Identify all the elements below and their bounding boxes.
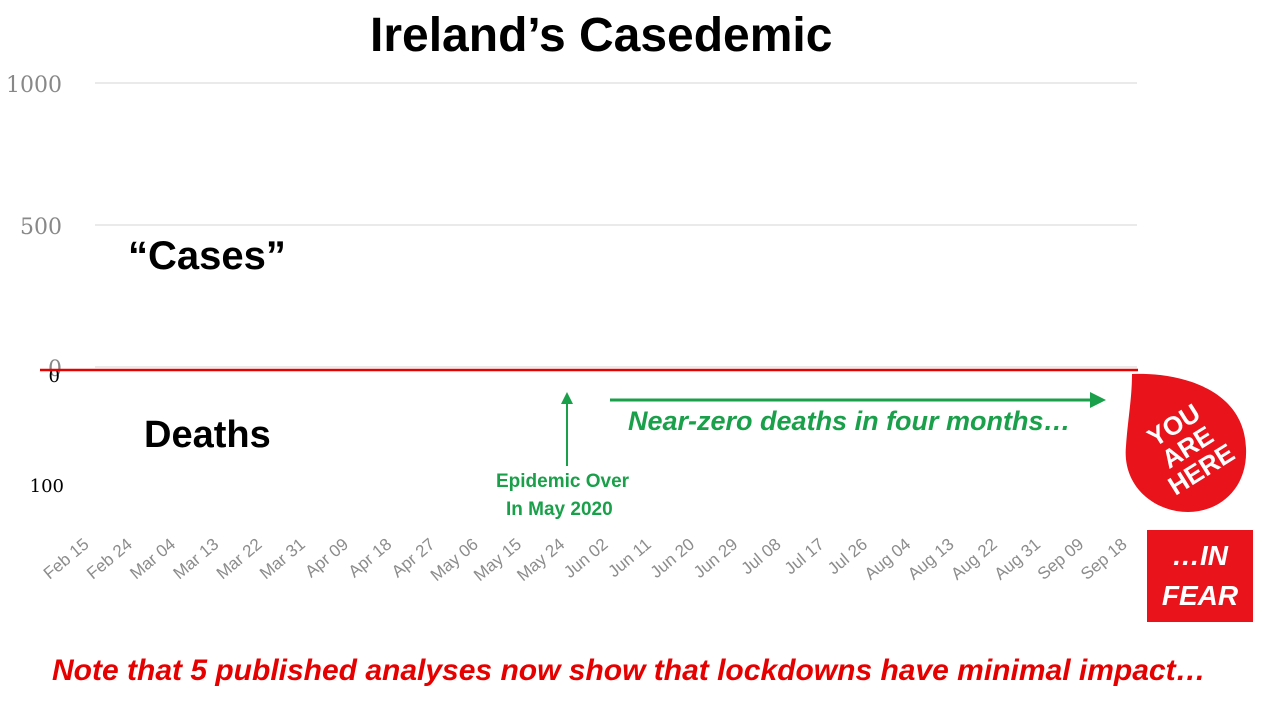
x-tick-label: May 06 xyxy=(427,535,482,585)
in-fear-line2: FEAR xyxy=(1161,580,1239,611)
x-tick-label: Sep 18 xyxy=(1077,535,1130,584)
cases-label: “Cases” xyxy=(128,234,286,278)
x-tick-label: Sep 09 xyxy=(1034,535,1087,584)
x-tick-label: Jun 11 xyxy=(604,535,654,582)
footnote: Note that 5 published analyses now show … xyxy=(52,654,1206,687)
near-zero-arrow xyxy=(610,392,1106,408)
x-tick-label: Jun 02 xyxy=(560,535,611,582)
x-tick-label: Jul 17 xyxy=(781,535,828,579)
x-tick-label: Aug 22 xyxy=(947,535,1000,584)
x-tick-label: Feb 15 xyxy=(40,535,93,584)
x-tick-label: Aug 31 xyxy=(991,535,1044,584)
x-tick-label: Mar 13 xyxy=(170,535,223,584)
near-zero-annotation: Near-zero deaths in four months… xyxy=(628,406,1071,436)
x-tick-label: Aug 13 xyxy=(904,535,957,584)
x-tick-label: Jun 29 xyxy=(690,535,741,582)
y-tick-deaths: 100 xyxy=(30,476,64,497)
deaths-label: Deaths xyxy=(144,414,271,456)
x-tick-label: Apr 18 xyxy=(345,535,396,582)
x-tick-label: Mar 31 xyxy=(256,535,309,584)
x-tick-label: May 24 xyxy=(513,535,568,585)
x-tick-label: Mar 04 xyxy=(126,535,179,584)
x-tick-label: May 15 xyxy=(470,535,525,585)
x-tick-label: Jun 20 xyxy=(647,535,698,582)
x-tick-label: Apr 09 xyxy=(301,535,352,582)
epidemic-over-line1: Epidemic Over xyxy=(496,471,630,492)
epidemic-arrow xyxy=(561,392,573,466)
gridlines xyxy=(95,82,1137,368)
x-tick-label: Feb 24 xyxy=(83,535,136,584)
x-tick-label: Aug 04 xyxy=(861,535,914,584)
epidemic-over-annotation: Epidemic Over In May 2020 xyxy=(496,468,646,524)
in-fear-box: …IN FEAR xyxy=(1147,530,1253,622)
chart-title: Ireland’s Casedemic xyxy=(370,9,833,62)
x-tick-label: Jul 08 xyxy=(738,535,785,579)
y-tick-cases: 1000 xyxy=(6,73,62,98)
y-tick-labels: 050010000100 xyxy=(6,73,64,497)
you-are-here-badge: YOU ARE HERE xyxy=(1125,373,1247,512)
y-tick-cases: 500 xyxy=(20,215,62,240)
in-fear-line1: …IN xyxy=(1172,540,1228,571)
epidemic-over-line2: In May 2020 xyxy=(506,499,613,520)
x-tick-label: Mar 22 xyxy=(213,535,266,584)
y-tick-deaths: 0 xyxy=(49,366,60,387)
